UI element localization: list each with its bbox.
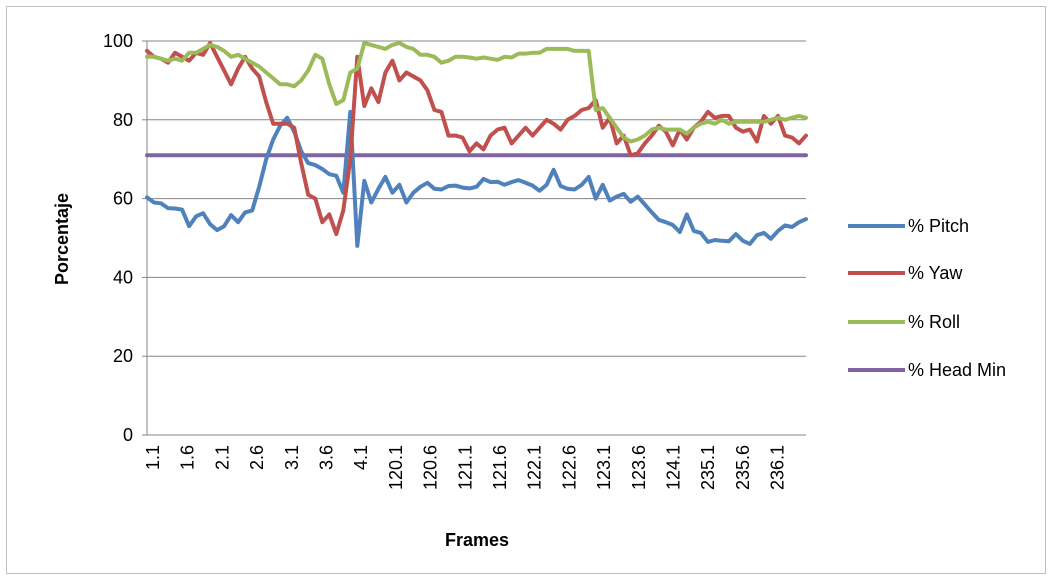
legend-label: % Head Min [908,360,1006,380]
x-tick-label: 3.1 [282,445,302,470]
x-tick-label: 1.6 [178,445,198,470]
x-tick-label: 3.6 [317,445,337,470]
x-axis-title: Frames [445,530,509,550]
x-tick-label: 123.6 [629,445,649,490]
x-tick-label: 122.6 [559,445,579,490]
x-tick-label: 1.1 [143,445,163,470]
x-tick-label: 121.1 [455,445,475,490]
series-line-roll [145,41,808,144]
x-tick-label: 120.1 [386,445,406,490]
legend-label: % Roll [908,312,960,332]
y-tick-label: 20 [113,346,133,366]
chart-frame [6,6,1046,574]
series-lines [145,41,808,248]
legend: % Pitch % Yaw % Roll % Head Min [848,216,1006,380]
x-tick-label: 120.6 [421,445,441,490]
x-tick-label: 2.6 [247,445,267,470]
y-tick-label: 0 [123,425,133,445]
series-line-pitch [145,109,808,248]
x-tick-label: 121.6 [490,445,510,490]
y-tick-labels: 0 20 40 60 80 100 [103,31,133,445]
x-tick-label: 2.1 [212,445,232,470]
y-tick-label: 100 [103,31,133,51]
gridlines [147,40,806,357]
legend-label: % Pitch [908,216,969,236]
y-tick-label: 40 [113,267,133,287]
legend-label: % Yaw [908,263,963,283]
x-tick-label: 122.1 [525,445,545,490]
x-tick-label: 4.1 [351,445,371,470]
y-tick-label: 80 [113,110,133,130]
y-tick-label: 60 [113,189,133,209]
x-tick-labels: 1.1 1.6 2.1 2.6 3.1 3.6 4.1 120.1 120.6 121.1 121.… [143,445,788,490]
x-tick-label: 123.1 [594,445,614,490]
y-axis-title: Porcentaje [52,193,72,285]
x-tick-label: 124.1 [664,445,684,490]
x-tick-label: 235.6 [733,445,753,490]
series-line-yaw [145,41,808,237]
x-tick-label: 236.1 [768,445,788,490]
axes [142,40,806,436]
x-tick-label: 235.1 [698,445,718,490]
